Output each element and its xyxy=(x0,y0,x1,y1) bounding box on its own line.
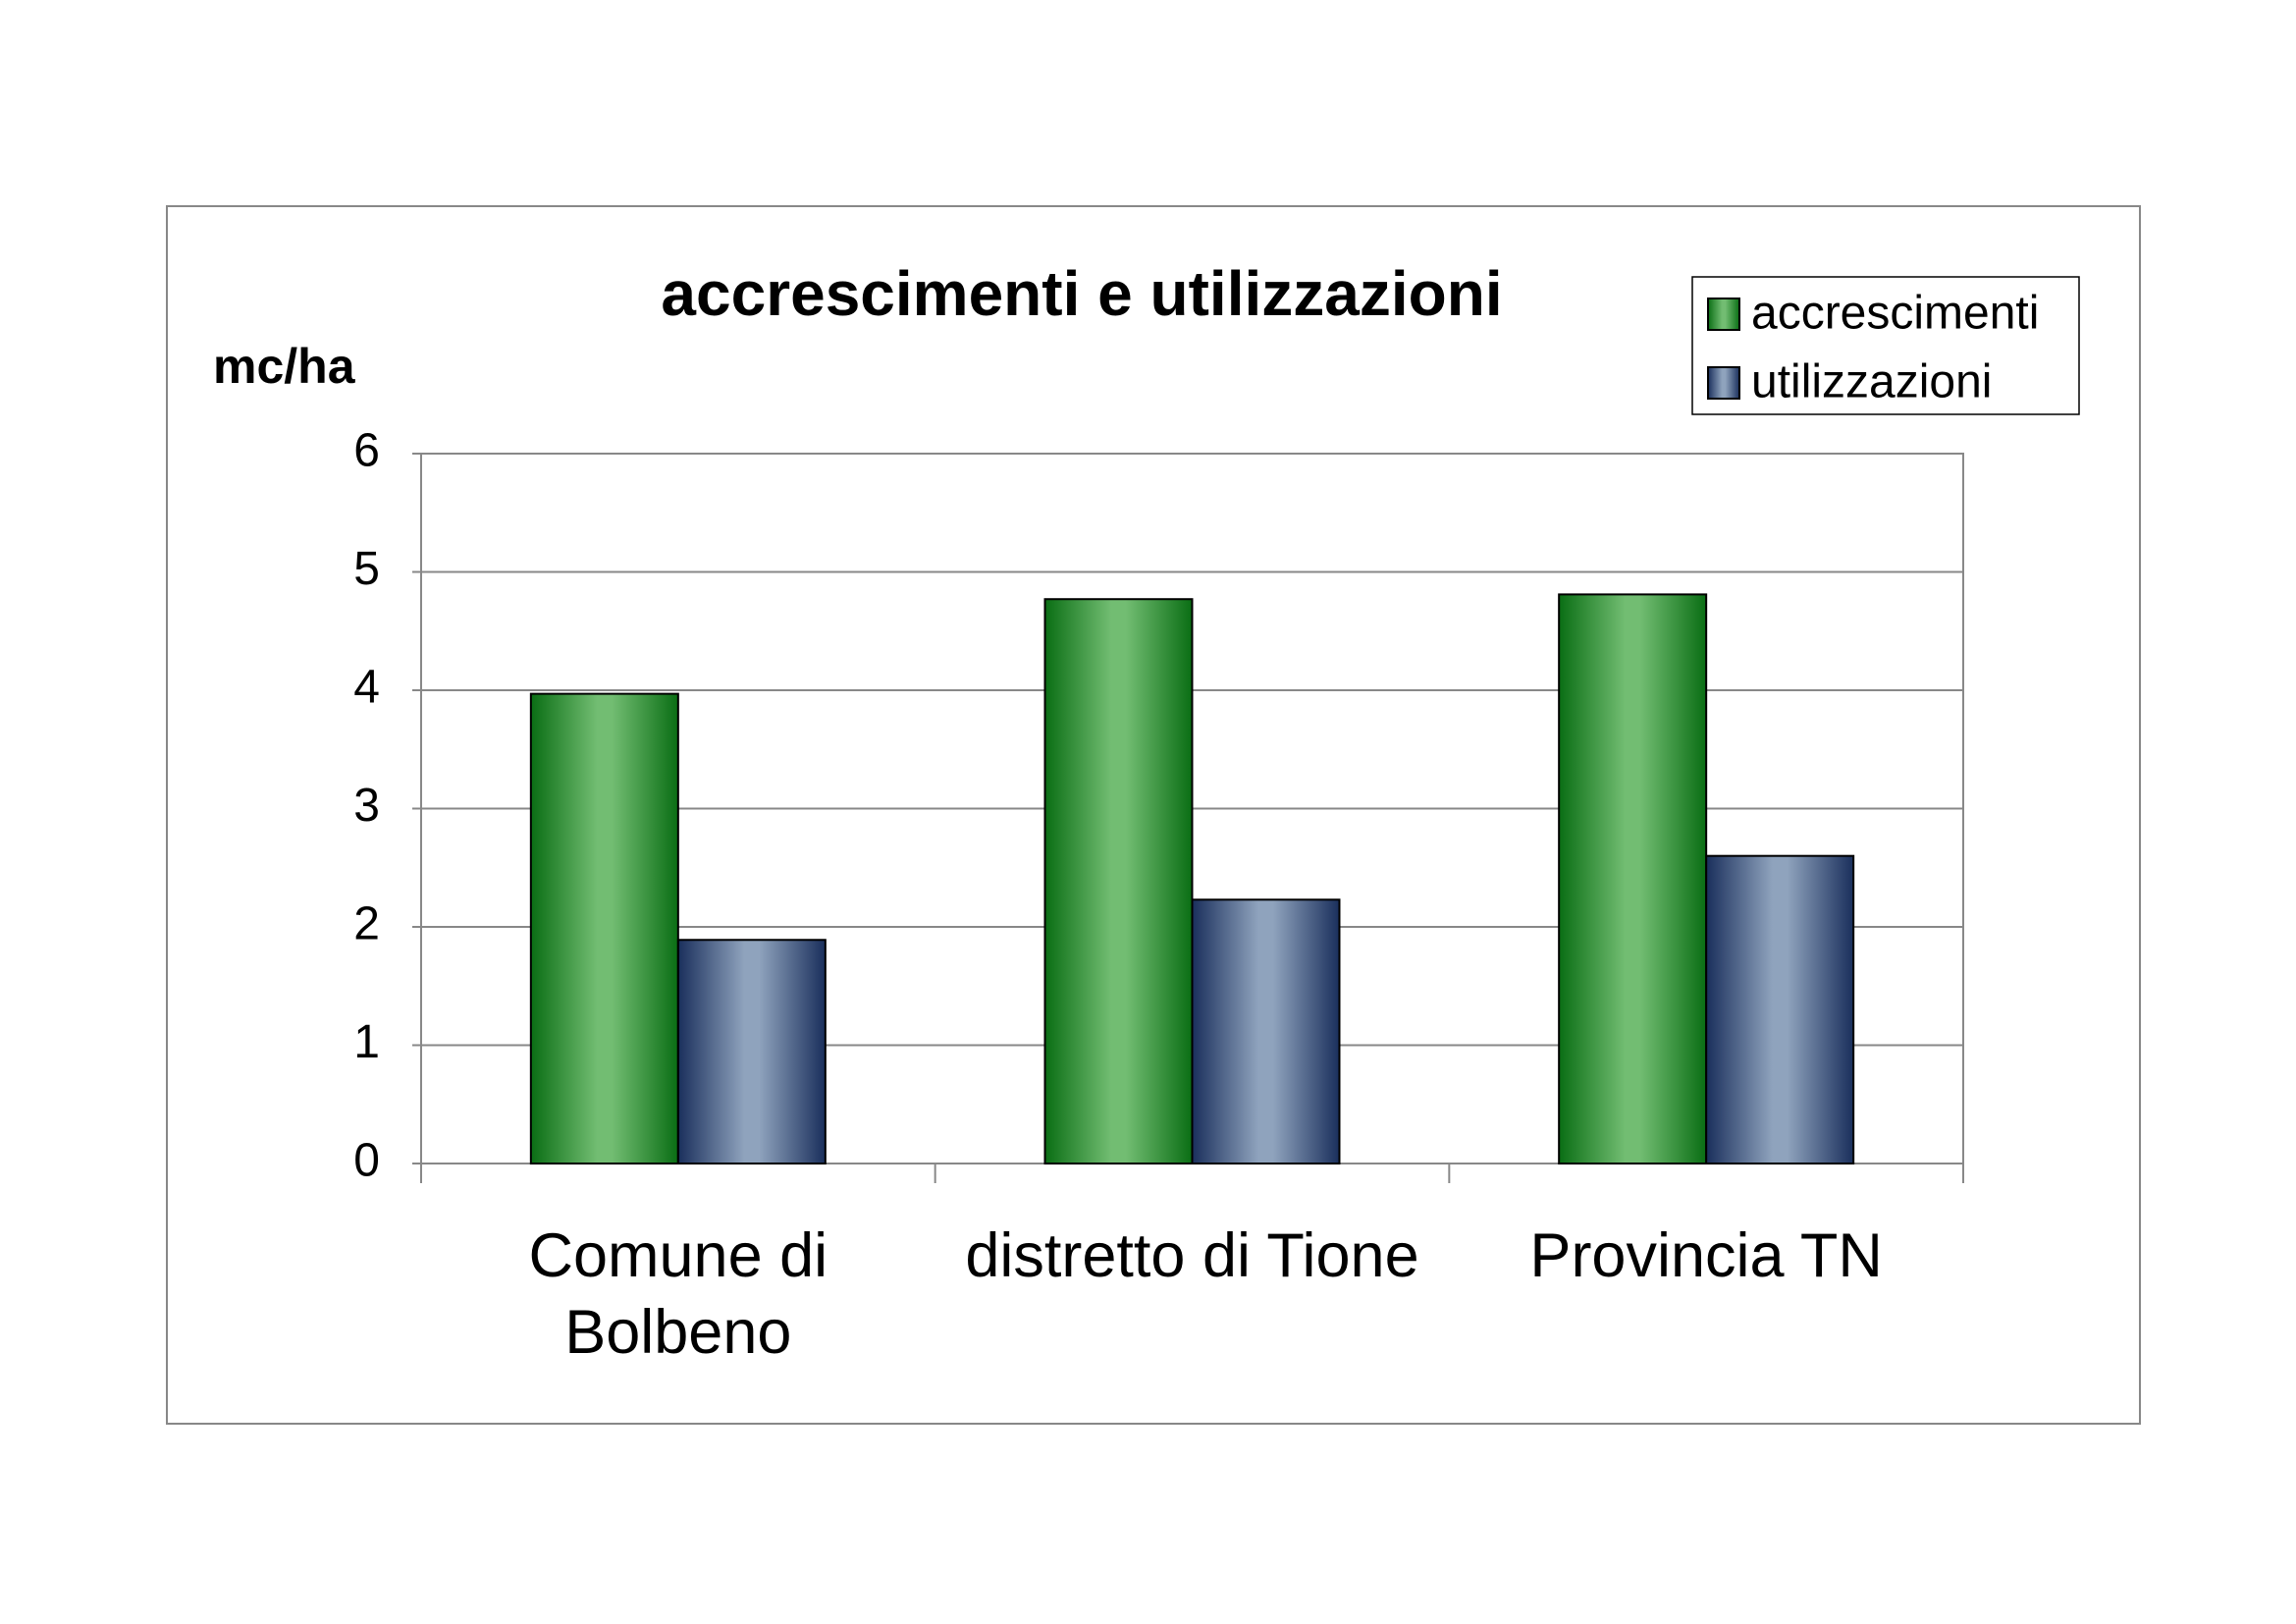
x-tick-label: distretto di Tione xyxy=(965,1221,1419,1290)
bar xyxy=(1558,593,1708,1164)
legend-box xyxy=(1691,276,2080,415)
bar xyxy=(1191,898,1341,1164)
y-tick-label: 5 xyxy=(353,543,380,595)
bar xyxy=(676,939,827,1164)
legend-label: utilizzazioni xyxy=(1751,356,1992,408)
y-axis-label: mc/ha xyxy=(213,339,356,394)
x-tick-label: Comune di Bolbeno xyxy=(528,1221,828,1367)
legend-label: accrescimenti xyxy=(1751,288,2039,340)
y-tick-label: 0 xyxy=(353,1135,380,1187)
y-tick-label: 4 xyxy=(353,662,380,714)
legend-swatch xyxy=(1707,366,1740,400)
x-tick-label: Provincia TN xyxy=(1529,1221,1883,1290)
legend-swatch xyxy=(1707,298,1740,331)
y-tick-label: 2 xyxy=(353,898,380,950)
y-tick-label: 6 xyxy=(353,425,380,477)
bar xyxy=(529,692,679,1164)
bar xyxy=(1705,854,1855,1164)
y-tick-label: 1 xyxy=(353,1016,380,1068)
bar xyxy=(1043,598,1194,1164)
chart-title: accrescimenti e utilizzazioni xyxy=(661,258,1502,329)
y-tick-label: 3 xyxy=(353,780,380,832)
